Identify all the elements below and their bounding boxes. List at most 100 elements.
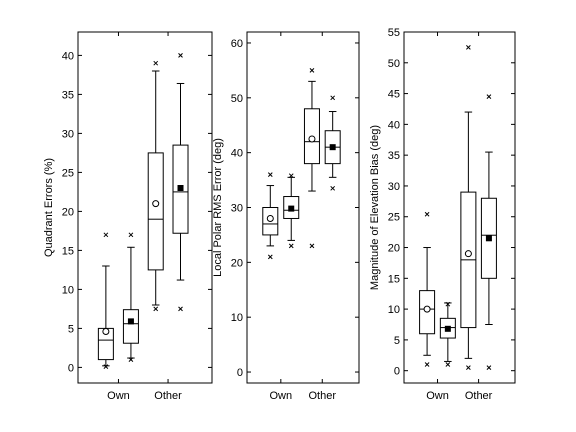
outlier-marker [178,306,183,312]
outlier-marker [103,232,109,238]
y-tick-label: 0 [394,366,400,378]
outlier-marker [267,254,273,260]
outlier-marker [128,357,134,362]
y-axis-label: Quadrant Errors (%) [43,158,55,257]
mean-marker-circle [464,250,472,258]
y-tick-label: 55 [388,27,400,39]
y-tick-label: 40 [388,119,400,131]
mean-marker-square [485,235,492,242]
y-tick-label: 40 [231,148,243,160]
box-other-circle [460,45,477,370]
y-tick-label: 15 [388,273,400,285]
outlier-marker [486,365,492,370]
y-tick-label: 10 [231,312,243,324]
outlier-marker [445,301,451,307]
y-tick-label: 20 [231,257,243,269]
box-own-square [283,173,300,249]
axes-frame [77,31,213,384]
axes-frame [403,31,516,384]
x-tick-label-own: Own [426,390,449,402]
mean-marker-circle [266,214,274,222]
y-tick-label: 45 [388,89,400,101]
outlier-marker [445,362,451,367]
mean-marker-square [288,205,295,212]
outlier-marker [103,364,109,369]
outlier-marker [288,173,294,179]
y-tick-label: 35 [388,150,400,162]
y-tick-label: 30 [62,128,74,140]
x-tick-label-other: Other [465,390,493,402]
y-tick-label: 10 [388,304,400,316]
outlier-marker [128,232,134,238]
y-axis-label: Magnitude of Elevation Bias (deg) [369,125,381,290]
chart-panel-3: 0 5 10 15 20 25 30 35 40 45 50 55 Own Other Magnitude … [369,27,516,402]
mean-marker-square [127,318,134,325]
outlier-marker [466,365,471,370]
x-tick-label-own: Own [270,390,293,402]
outlier-marker [178,53,183,58]
box-other-circle [147,60,164,312]
y-tick-label: 5 [68,323,74,335]
box-other-square [480,94,497,370]
box-iqr [439,317,456,339]
x-tick-label-other: Other [154,390,182,402]
chart-panel-2: 0 10 20 30 40 50 60 Own Other Local Polar RMS Err… [212,31,360,402]
x-tick-label-own: Own [107,390,130,402]
box-iqr [262,207,279,236]
mean-marker-square [444,325,451,332]
outlier-marker [309,243,315,249]
y-tick-label: 5 [394,335,400,347]
mean-marker-circle [308,135,316,143]
chart-panel-1: 0 5 10 15 20 25 30 35 40 Own Other Quadrant Errors … [43,31,213,402]
box-other-circle [303,68,320,249]
box-own-circle [262,172,279,260]
outlier-marker [466,45,471,50]
y-tick-label: 15 [62,245,74,257]
y-tick-label: 30 [388,181,400,193]
outlier-marker [330,95,336,101]
outlier-marker [153,60,159,66]
outlier-marker [330,185,336,191]
box-other-square [324,95,341,191]
y-tick-label: 20 [62,206,74,218]
y-tick-label: 0 [68,362,74,374]
box-own-square [122,232,139,362]
y-tick-label: 50 [231,93,243,105]
outlier-marker [486,94,492,100]
mean-marker-square [329,144,336,151]
y-tick-label: 20 [388,243,400,255]
y-tick-label: 60 [231,38,243,50]
y-axis-label: Local Polar RMS Error (deg) [212,138,224,277]
box-iqr [480,197,497,279]
box-iqr [122,309,139,344]
outlier-marker [288,243,294,249]
y-tick-label: 0 [237,367,243,379]
y-tick-label: 40 [62,50,74,62]
outlier-marker [424,211,430,217]
y-tick-label: 35 [62,89,74,101]
mean-marker-circle [423,305,431,313]
mean-marker-circle [152,200,160,208]
outlier-marker [267,172,273,177]
box-own-square [439,301,456,367]
box-own-circle [97,232,114,369]
box-iqr [419,290,436,335]
outlier-marker [153,306,159,312]
mean-marker-square [177,185,184,191]
y-tick-label: 10 [62,284,74,296]
x-tick-label-other: Other [309,390,337,402]
box-iqr [172,144,189,234]
y-tick-label: 50 [388,58,400,70]
y-tick-label: 25 [388,212,400,224]
box-iqr [303,108,320,165]
box-iqr [283,196,300,219]
box-iqr [147,152,164,271]
mean-marker-circle [102,328,110,336]
box-other-square [172,53,189,312]
box-own-circle [419,211,436,367]
outlier-marker [309,68,315,73]
y-tick-label: 30 [231,203,243,215]
y-tick-label: 25 [62,167,74,179]
outlier-marker [424,362,430,367]
